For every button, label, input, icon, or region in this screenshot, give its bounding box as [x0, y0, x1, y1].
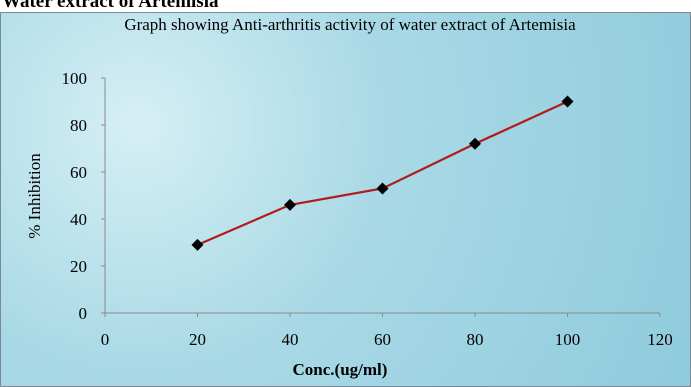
y-tick-label: 0: [79, 304, 88, 323]
y-tick-label: 20: [70, 257, 87, 276]
x-tick-label: 80: [467, 330, 484, 349]
data-point: [377, 182, 389, 194]
y-axis-label: % Inhibition: [25, 153, 44, 239]
data-point: [192, 239, 204, 251]
data-point: [469, 138, 481, 150]
chart: Conc.(ug/ml) % Inhibition 0 20 40 60 80 100 0 2…: [0, 0, 691, 387]
page: Water extract of Artemisia Conc.(ug/ml) …: [0, 0, 691, 387]
data-point: [284, 199, 296, 211]
data-point: [562, 96, 574, 108]
x-tick-label: 60: [374, 330, 391, 349]
y-tick-label: 60: [70, 163, 87, 182]
x-tick-label: 100: [555, 330, 581, 349]
y-tick-label: 100: [62, 69, 88, 88]
x-tick-label: 20: [189, 330, 206, 349]
data-line: [198, 102, 568, 245]
x-axis-label: Conc.(ug/ml): [293, 360, 388, 379]
y-tick-label: 40: [70, 210, 87, 229]
chart-title: Graph showing Anti-arthritis activity of…: [110, 15, 590, 34]
x-tick-label: 0: [101, 330, 110, 349]
x-tick-label: 120: [647, 330, 673, 349]
y-tick-label: 80: [70, 116, 87, 135]
x-tick-label: 40: [282, 330, 299, 349]
